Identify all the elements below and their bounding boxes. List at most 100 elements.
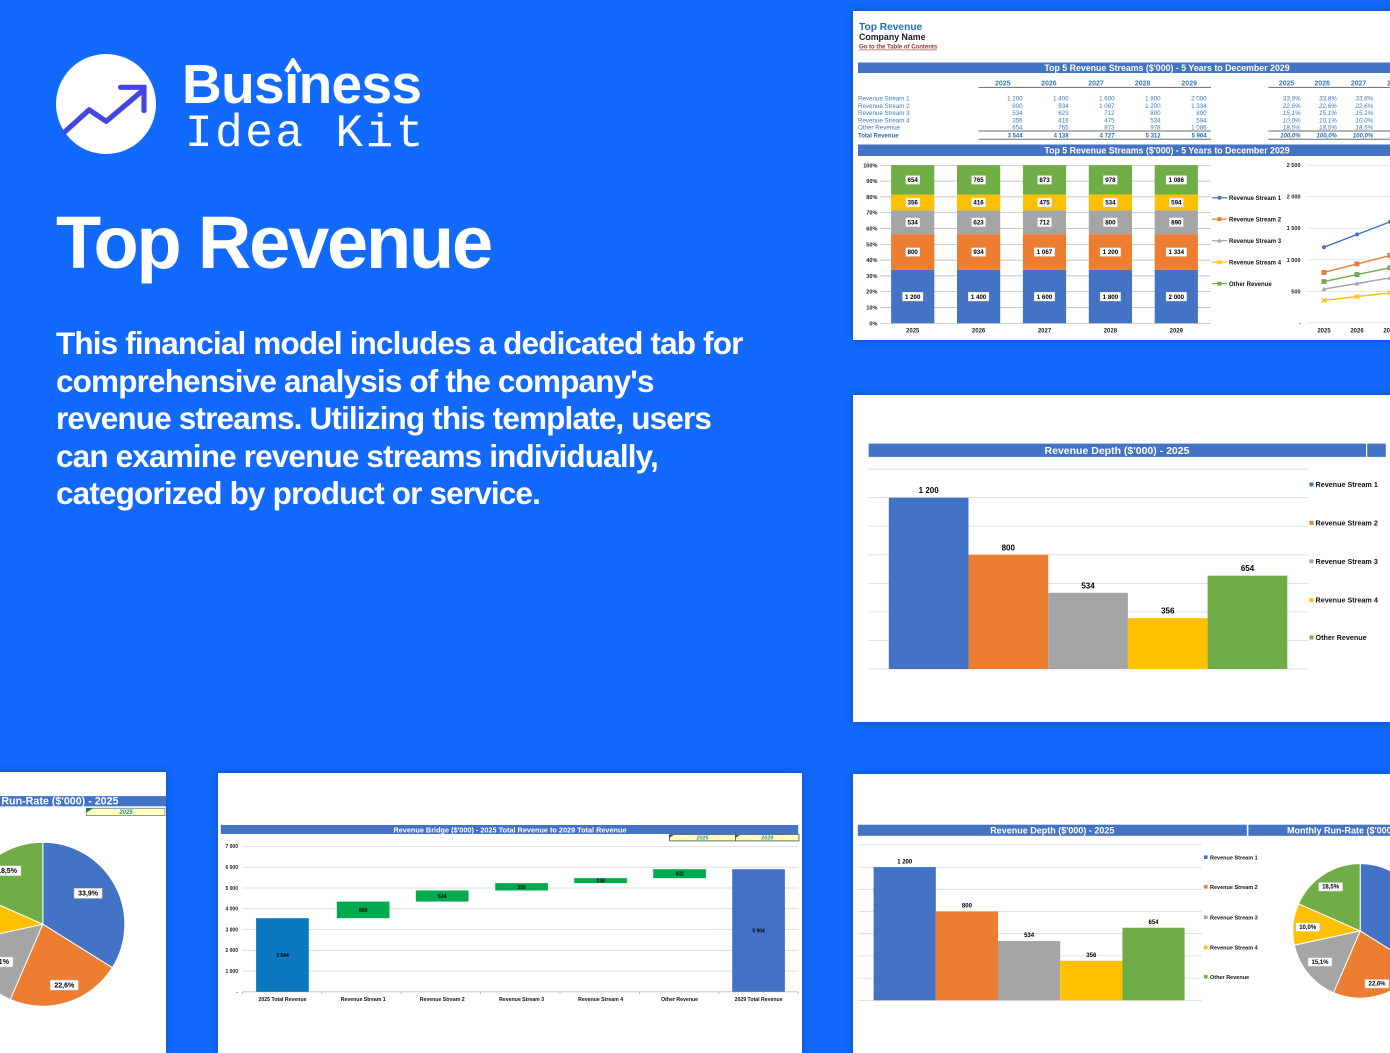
svg-text:2026: 2026 (1350, 329, 1364, 335)
svg-text:712: 712 (1104, 110, 1115, 117)
svg-text:1 200: 1 200 (1103, 249, 1119, 256)
svg-text:934: 934 (973, 249, 984, 256)
svg-text:3 000: 3 000 (225, 927, 238, 933)
svg-text:1 400: 1 400 (971, 294, 987, 301)
svg-text:2 000: 2 000 (1169, 294, 1185, 301)
svg-text:1 334: 1 334 (1191, 103, 1207, 110)
svg-text:18,5%: 18,5% (1319, 125, 1337, 132)
svg-text:800: 800 (962, 904, 973, 910)
svg-text:10,1%: 10,1% (1319, 117, 1337, 124)
svg-text:3 544: 3 544 (276, 953, 289, 959)
svg-text:4 000: 4 000 (225, 907, 238, 913)
svg-text:18,5%: 18,5% (1355, 125, 1373, 132)
svg-text:5 000: 5 000 (225, 886, 238, 892)
svg-text:534: 534 (1105, 200, 1116, 207)
svg-text:Revenue Stream 1: Revenue Stream 1 (1316, 480, 1378, 489)
svg-text:534: 534 (1081, 581, 1095, 590)
svg-text:654: 654 (1241, 564, 1255, 573)
svg-text:432: 432 (675, 872, 684, 878)
svg-text:Top 5 Revenue Streams ($'000): Top 5 Revenue Streams ($'000) - 5 Years … (1044, 146, 1289, 156)
svg-text:10,0%: 10,0% (1355, 117, 1373, 124)
svg-text:Other Revenue: Other Revenue (1210, 975, 1249, 981)
svg-text:356: 356 (1012, 117, 1023, 124)
svg-text:534: 534 (1150, 117, 1161, 124)
svg-text:22,6%: 22,6% (1354, 103, 1373, 110)
svg-text:22,6%: 22,6% (1318, 103, 1337, 110)
svg-text:1 200: 1 200 (1145, 103, 1161, 110)
svg-text:800: 800 (359, 908, 368, 914)
svg-text:Revenue Stream 1: Revenue Stream 1 (341, 997, 386, 1003)
svg-text:2025 Total Revenue: 2025 Total Revenue (258, 997, 306, 1003)
svg-text:594: 594 (1196, 117, 1207, 124)
svg-text:20%: 20% (866, 290, 877, 296)
svg-text:5 904: 5 904 (752, 929, 765, 935)
svg-text:Revenue Stream 3: Revenue Stream 3 (499, 997, 544, 1003)
svg-text:2028: 2028 (1104, 329, 1118, 335)
svg-text:Revenue Stream 2: Revenue Stream 2 (420, 997, 465, 1003)
svg-text:2025: 2025 (995, 81, 1011, 88)
svg-text:534: 534 (1012, 110, 1023, 117)
svg-text:500: 500 (1291, 289, 1300, 295)
svg-text:416: 416 (973, 200, 984, 207)
svg-text:623: 623 (1058, 110, 1069, 117)
svg-text:6 000: 6 000 (225, 865, 238, 871)
svg-text:356: 356 (517, 885, 526, 891)
svg-text:Total Revenue: Total Revenue (858, 133, 899, 139)
svg-text:40%: 40% (866, 258, 877, 264)
svg-text:1 200: 1 200 (897, 859, 913, 865)
svg-text:2027: 2027 (1383, 329, 1390, 335)
svg-text:33,9%: 33,9% (1283, 96, 1301, 103)
svg-text:1 200: 1 200 (919, 486, 940, 495)
svg-text:534: 534 (908, 219, 919, 226)
svg-text:33,8%: 33,8% (1355, 96, 1373, 103)
svg-text:2 000: 2 000 (1191, 96, 1207, 103)
svg-text:0%: 0% (869, 321, 877, 327)
svg-text:Revenue Stream 4: Revenue Stream 4 (1210, 946, 1259, 952)
svg-text:Other Revenue: Other Revenue (661, 997, 698, 1003)
svg-text:22,6%: 22,6% (1368, 982, 1386, 988)
svg-text:80%: 80% (866, 195, 877, 201)
svg-text:Revenue Stream 2: Revenue Stream 2 (1229, 217, 1282, 223)
svg-text:Revenue Stream 3: Revenue Stream 3 (1229, 239, 1282, 245)
svg-text:Top Revenue: Top Revenue (859, 22, 923, 33)
svg-text:15,1%: 15,1% (1319, 110, 1337, 117)
svg-text:800: 800 (908, 249, 919, 256)
svg-text:-: - (236, 990, 238, 996)
svg-text:800: 800 (1012, 103, 1023, 110)
svg-text:Revenue Depth ($'000) - 2025: Revenue Depth ($'000) - 2025 (990, 826, 1114, 836)
svg-text:4 727: 4 727 (1100, 133, 1116, 139)
svg-text:934: 934 (1058, 103, 1069, 110)
svg-text:10%: 10% (866, 306, 877, 312)
svg-text:100%: 100% (863, 163, 877, 169)
svg-text:Revenue Stream 2: Revenue Stream 2 (1316, 518, 1378, 527)
svg-text:2027: 2027 (1038, 329, 1052, 335)
svg-text:2026: 2026 (972, 329, 986, 335)
svg-text:Revenue Stream 4: Revenue Stream 4 (858, 117, 910, 124)
svg-text:1 800: 1 800 (1145, 96, 1161, 103)
svg-text:873: 873 (1039, 177, 1050, 184)
svg-text:2 000: 2 000 (225, 948, 238, 954)
svg-text:Revenue Stream 3: Revenue Stream 3 (1210, 916, 1258, 922)
svg-text:5 904: 5 904 (1192, 133, 1208, 139)
svg-text:534: 534 (1024, 933, 1035, 939)
svg-text:654: 654 (1012, 125, 1023, 132)
svg-text:2028: 2028 (1387, 81, 1390, 88)
svg-text:1 067: 1 067 (1037, 249, 1053, 256)
svg-text:7 000: 7 000 (225, 844, 238, 850)
svg-text:2 500: 2 500 (1287, 163, 1301, 169)
svg-text:18,5%: 18,5% (0, 868, 18, 875)
svg-text:Go to the Table of Contents: Go to the Table of Contents (859, 45, 938, 51)
svg-text:765: 765 (973, 177, 984, 184)
svg-text:416: 416 (1058, 117, 1069, 124)
svg-text:100,0%: 100,0% (1317, 133, 1338, 139)
svg-text:978: 978 (1105, 177, 1116, 184)
svg-text:654: 654 (1148, 920, 1159, 926)
svg-text:Revenue Bridge ($'000) - 2025: Revenue Bridge ($'000) - 2025 Total Reve… (393, 825, 626, 834)
svg-text:Revenue Stream 1: Revenue Stream 1 (1229, 196, 1282, 202)
svg-text:100,0%: 100,0% (1353, 133, 1374, 139)
svg-text:475: 475 (1039, 200, 1050, 207)
svg-text:70%: 70% (866, 211, 877, 217)
svg-text:22,6%: 22,6% (1282, 103, 1301, 110)
svg-text:2025: 2025 (906, 329, 920, 335)
svg-text:800: 800 (1105, 219, 1116, 226)
